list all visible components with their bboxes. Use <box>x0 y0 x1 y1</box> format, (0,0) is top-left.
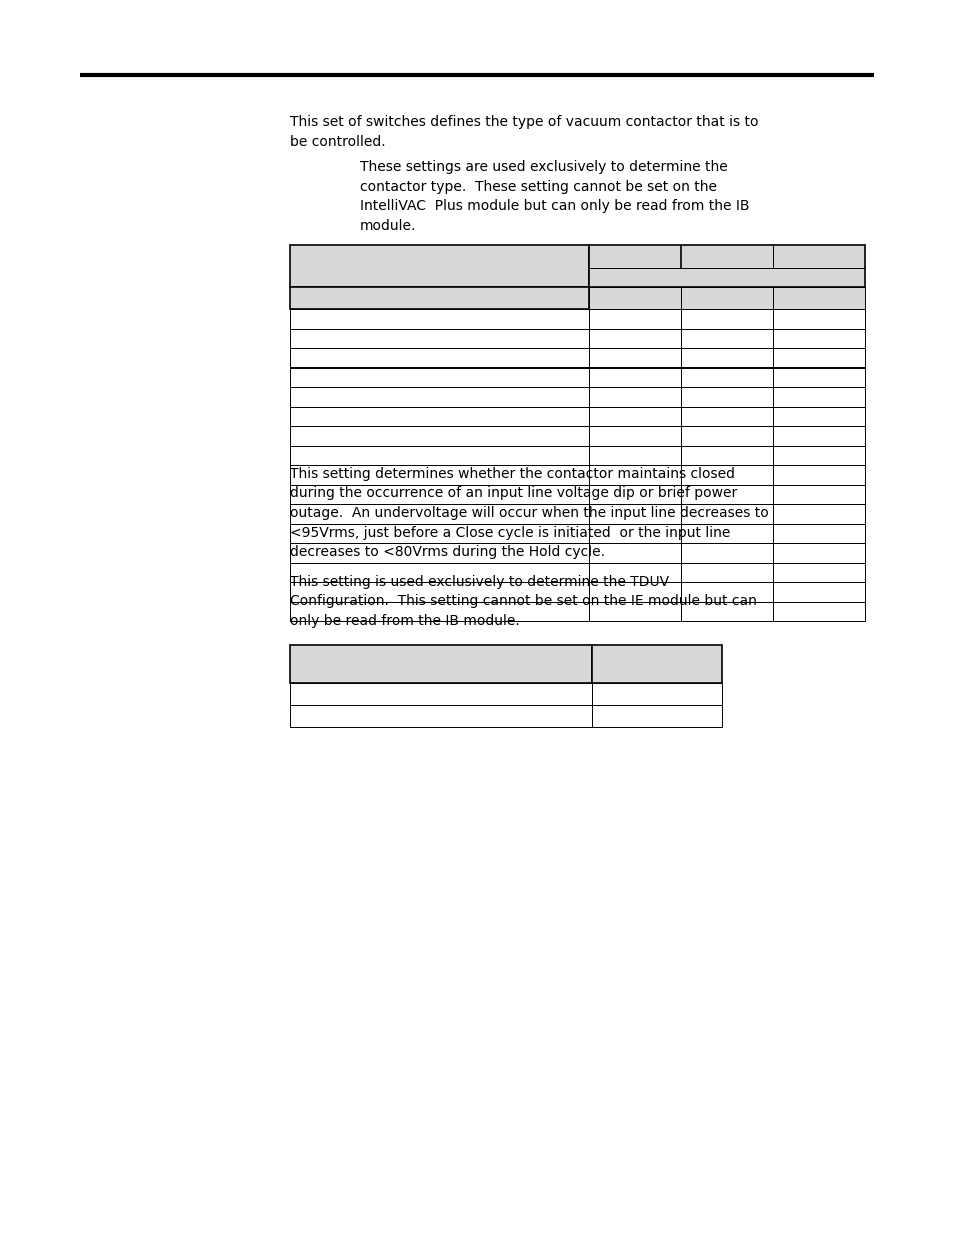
Bar <box>588 329 680 348</box>
Bar <box>588 446 680 466</box>
Bar <box>680 582 772 601</box>
Bar <box>290 368 588 387</box>
Bar <box>680 406 772 426</box>
Bar <box>680 466 772 484</box>
Bar <box>772 309 864 329</box>
Bar <box>680 329 772 348</box>
Bar <box>680 562 772 582</box>
Bar <box>772 368 864 387</box>
Bar <box>680 524 772 543</box>
Bar <box>772 287 864 309</box>
Bar <box>772 582 864 601</box>
Bar <box>772 329 864 348</box>
Bar <box>290 446 588 466</box>
Bar <box>290 683 592 705</box>
Bar <box>290 543 588 562</box>
Bar <box>772 406 864 426</box>
Bar <box>680 287 772 309</box>
Bar <box>290 387 588 406</box>
Bar <box>588 287 680 309</box>
Bar <box>772 504 864 524</box>
Bar <box>588 466 680 484</box>
Bar <box>290 329 588 348</box>
Bar <box>772 484 864 504</box>
Bar <box>588 387 680 406</box>
Bar <box>290 645 592 683</box>
Bar <box>290 245 588 287</box>
Bar <box>588 406 680 426</box>
Text: This setting determines whether the contactor maintains closed
during the occurr: This setting determines whether the cont… <box>290 467 768 559</box>
Bar <box>588 245 864 287</box>
Bar <box>680 309 772 329</box>
Bar <box>588 484 680 504</box>
Bar <box>588 582 680 601</box>
Bar <box>680 426 772 446</box>
Bar <box>588 309 680 329</box>
Bar <box>290 406 588 426</box>
Bar <box>772 524 864 543</box>
Text: This set of switches defines the type of vacuum contactor that is to
be controll: This set of switches defines the type of… <box>290 115 758 148</box>
Bar <box>592 705 721 727</box>
Bar <box>680 601 772 621</box>
Bar <box>772 387 864 406</box>
Bar <box>772 562 864 582</box>
Bar <box>772 601 864 621</box>
Bar <box>290 309 588 329</box>
Bar <box>592 683 721 705</box>
Bar <box>588 348 680 368</box>
Bar <box>680 446 772 466</box>
Bar <box>588 426 680 446</box>
Bar <box>680 387 772 406</box>
Bar <box>680 368 772 387</box>
Bar <box>588 543 680 562</box>
Bar <box>592 645 721 683</box>
Bar <box>588 368 680 387</box>
Bar <box>772 446 864 466</box>
Bar <box>290 484 588 504</box>
Bar <box>772 348 864 368</box>
Bar <box>588 524 680 543</box>
Bar <box>290 601 588 621</box>
Bar <box>588 562 680 582</box>
Bar <box>290 426 588 446</box>
Text: This setting is used exclusively to determine the TDUV
Configuration.  This sett: This setting is used exclusively to dete… <box>290 576 756 629</box>
Bar <box>588 504 680 524</box>
Bar <box>290 562 588 582</box>
Bar <box>290 466 588 484</box>
Bar <box>290 287 588 309</box>
Bar <box>290 582 588 601</box>
Bar <box>772 543 864 562</box>
Text: These settings are used exclusively to determine the
contactor type.  These sett: These settings are used exclusively to d… <box>359 161 749 232</box>
Bar <box>772 466 864 484</box>
Bar <box>772 426 864 446</box>
Bar <box>290 348 588 368</box>
Bar <box>680 484 772 504</box>
Bar <box>680 348 772 368</box>
Bar <box>290 705 592 727</box>
Bar <box>680 543 772 562</box>
Bar <box>680 504 772 524</box>
Bar <box>290 504 588 524</box>
Bar <box>290 524 588 543</box>
Bar <box>588 601 680 621</box>
